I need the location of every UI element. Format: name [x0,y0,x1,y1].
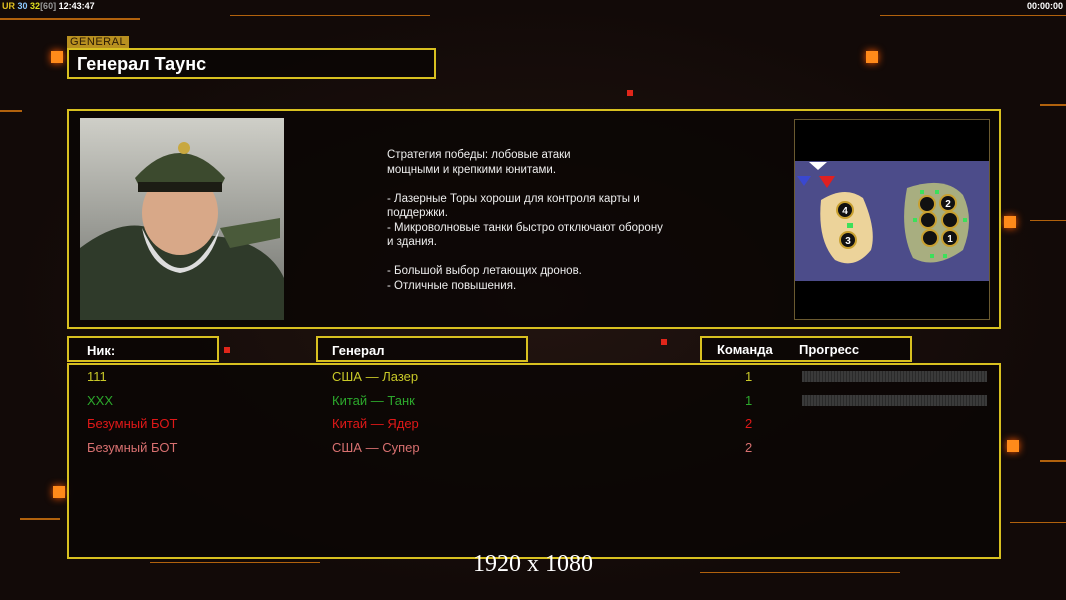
player-team: 2 [745,439,753,455]
player-list: 111 США — Лазер 1 XXX Китай — Танк 1 Безум… [67,363,1001,559]
map-preview: 4 3 2 1 [794,119,990,320]
map-start-1: 1 [947,234,953,245]
game-timer: 00:00:00 [1026,1,1063,11]
map-start-2: 2 [945,199,951,210]
progress-bar [802,371,987,382]
player-row[interactable]: 111 США — Лазер 1 [69,367,999,391]
map-start-3: 3 [845,236,851,247]
resolution-label: 1920 x 1080 [473,551,593,577]
header-general: Генерал [316,336,528,362]
player-team: 2 [745,416,753,431]
player-team: 1 [745,369,753,384]
player-general: США — Супер [332,439,420,455]
map-start-4: 4 [842,206,848,217]
player-team: 1 [745,392,753,408]
player-row[interactable]: Безумный БОТ Китай — Ядер 2 [69,414,999,438]
player-nick: 111 [87,369,107,384]
player-row[interactable]: Безумный БОТ США — Супер 2 [69,438,999,462]
player-nick: Безумный БОТ [87,439,178,455]
player-general: Китай — Ядер [332,416,419,431]
general-name: Генерал Таунс [77,54,207,74]
player-general: Китай — Танк [332,392,415,408]
player-general: США — Лазер [332,369,419,384]
general-description: Стратегия победы: лобовые атаки мощными … [387,149,663,292]
player-nick: Безумный БОТ [87,416,178,431]
header-nick: Ник: [67,336,219,362]
general-title-box: Генерал Таунс [67,48,436,79]
player-row[interactable]: XXX Китай — Танк 1 [69,391,999,415]
player-nick: XXX [87,392,114,408]
fps-counter: UR 30 32[60] 12:43:47 [2,1,95,11]
header-team-progress: Команда Прогресс [700,336,912,362]
general-portrait [80,118,284,320]
progress-bar [802,394,987,406]
general-tag: GENERAL [67,36,130,48]
